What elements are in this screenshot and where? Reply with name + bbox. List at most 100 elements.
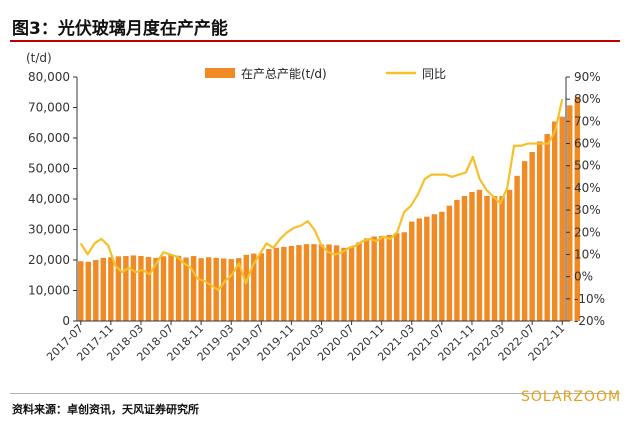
y2-tick-label: 50% xyxy=(574,159,601,173)
bar-2022-06 xyxy=(521,161,528,321)
bar-2018-12 xyxy=(205,257,212,321)
y2-tick-label: -10% xyxy=(574,292,605,306)
y2-tick-label: -20% xyxy=(574,314,605,328)
bar-2020-04 xyxy=(326,244,332,321)
bar-2019-10 xyxy=(281,246,287,321)
bar-2021-09 xyxy=(454,199,460,321)
bar-2019-04 xyxy=(236,258,242,321)
bar-2018-09 xyxy=(183,257,189,321)
y2-tick-label: 40% xyxy=(574,181,601,195)
y2-tick-label: 60% xyxy=(574,137,601,151)
bar-2021-03 xyxy=(409,221,415,321)
bar-2019-09 xyxy=(273,247,280,321)
y-tick-label: 10,000 xyxy=(28,284,70,298)
y-tick-label: 30,000 xyxy=(28,223,70,237)
bar-2021-10 xyxy=(461,195,468,321)
bar-2021-02 xyxy=(401,232,407,321)
y2-tick-label: 70% xyxy=(574,114,601,128)
bar-2019-05 xyxy=(243,254,249,321)
y2-tick-label: 20% xyxy=(574,225,601,239)
bar-undefined xyxy=(574,96,580,321)
bar-2020-12 xyxy=(386,234,392,321)
bar-2018-07 xyxy=(168,255,174,321)
y-tick-label: 20,000 xyxy=(28,253,70,267)
bar-2020-02 xyxy=(311,244,317,321)
bar-2018-03 xyxy=(138,256,144,321)
bar-2022-07 xyxy=(529,152,535,321)
bar-2021-07 xyxy=(439,211,445,321)
y-tick-label: 40,000 xyxy=(28,192,70,206)
bar-2022-09 xyxy=(544,134,550,321)
bar-2020-09 xyxy=(363,238,370,321)
y2-tick-label: 0% xyxy=(574,270,593,284)
y2-tick-label: 90% xyxy=(574,70,601,84)
legend-line-label: 同比 xyxy=(422,67,446,81)
bar-2022-10 xyxy=(552,121,558,321)
chart-title: 图3：光伏玻璃月度在产产能 xyxy=(12,19,228,39)
bar-2021-11 xyxy=(469,191,475,321)
bar-2020-01 xyxy=(303,244,310,321)
yoy-line xyxy=(79,98,564,292)
watermark: SOLARZOOM xyxy=(521,389,622,405)
bar-2018-04 xyxy=(145,256,152,321)
bar-2019-06 xyxy=(251,253,257,321)
bar-2018-11 xyxy=(198,258,204,321)
y-tick-label: 60,000 xyxy=(28,131,70,145)
y-tick-label: 80,000 xyxy=(28,70,70,84)
y-axis-unit: (t/d) xyxy=(26,51,52,65)
bar-2021-04 xyxy=(416,218,423,321)
legend: 在产总产能(t/d) 同比 xyxy=(205,67,446,81)
bar-2019-03 xyxy=(228,259,234,321)
bar-2018-02 xyxy=(130,255,137,321)
bar-2021-05 xyxy=(424,216,430,321)
bar-2020-08 xyxy=(356,242,362,321)
y2-tick-label: 10% xyxy=(574,247,601,261)
bar-2017-11 xyxy=(108,257,114,321)
bar-2019-08 xyxy=(266,249,272,321)
bar-2021-06 xyxy=(431,214,438,321)
y2-tick-label: 80% xyxy=(574,92,601,106)
bar-2022-02 xyxy=(491,195,498,321)
bar-2018-01 xyxy=(123,256,129,321)
title-divider xyxy=(10,40,620,42)
bar-2019-02 xyxy=(220,258,227,321)
chart: (t/d) 0 10,000 20,000 30,000 40,000 50,000 60,… xyxy=(26,51,605,364)
footer-divider xyxy=(10,393,620,394)
bar-series xyxy=(78,96,580,322)
bar-2017-09 xyxy=(93,260,99,321)
bar-2022-04 xyxy=(506,189,513,321)
source-note: 资料来源：卓创资讯，天风证券研究所 xyxy=(12,403,199,416)
bar-2020-06 xyxy=(341,247,347,321)
bar-2017-07 xyxy=(78,261,84,321)
line-series xyxy=(79,98,564,292)
bar-2019-07 xyxy=(258,253,265,321)
bar-2021-08 xyxy=(446,205,453,321)
bar-2022-03 xyxy=(499,195,505,321)
bar-2022-05 xyxy=(514,175,520,321)
bar-undefined xyxy=(567,105,573,321)
y2-tick-label: 30% xyxy=(574,203,601,217)
y-tick-label: 50,000 xyxy=(28,162,70,176)
bar-2018-10 xyxy=(190,256,197,321)
bar-2020-05 xyxy=(333,245,340,321)
y-tick-label: 0 xyxy=(62,314,70,328)
legend-bar-swatch xyxy=(205,68,235,78)
bar-2019-11 xyxy=(288,245,295,321)
bar-2019-12 xyxy=(296,245,302,321)
bar-2020-11 xyxy=(378,235,385,321)
bar-2021-12 xyxy=(476,189,483,321)
bar-2022-08 xyxy=(536,141,543,321)
bar-2020-07 xyxy=(348,247,355,321)
bar-2018-08 xyxy=(175,255,182,321)
bar-2020-03 xyxy=(318,244,325,321)
bar-2017-08 xyxy=(85,261,91,321)
bar-2022-11 xyxy=(559,116,565,322)
bar-2018-06 xyxy=(160,256,167,321)
bar-2022-01 xyxy=(484,195,490,321)
legend-bar-label: 在产总产能(t/d) xyxy=(241,67,327,81)
y-tick-label: 70,000 xyxy=(28,101,70,115)
bar-2018-05 xyxy=(153,257,159,321)
bar-2017-12 xyxy=(115,256,122,321)
bar-2020-10 xyxy=(371,236,377,321)
bar-2021-01 xyxy=(394,233,400,321)
